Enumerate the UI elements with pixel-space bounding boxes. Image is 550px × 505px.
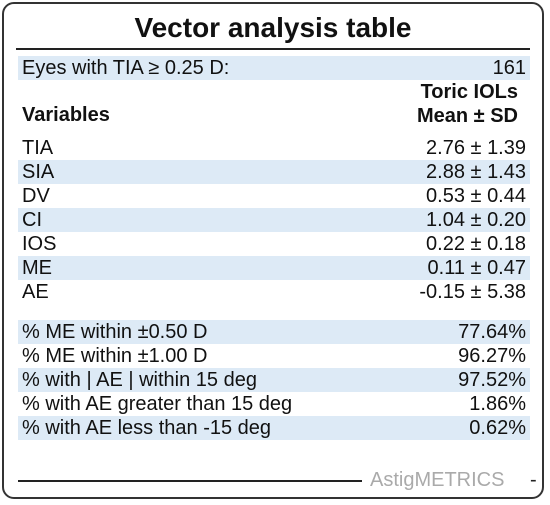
row-value: 2.76 ± 1.39 bbox=[426, 137, 526, 159]
table-row-tia: TIA 2.76 ± 1.39 bbox=[18, 136, 530, 160]
table-row-ae: AE -0.15 ± 5.38 bbox=[18, 280, 530, 304]
row-label: % with | AE | within 15 deg bbox=[22, 369, 257, 391]
row-label: SIA bbox=[22, 161, 55, 183]
brand-dash: - bbox=[530, 469, 537, 491]
row-value: 97.52% bbox=[458, 369, 526, 391]
table-row-ci: CI 1.04 ± 0.20 bbox=[18, 208, 530, 232]
table-title: Vector analysis table bbox=[134, 12, 412, 43]
toric-iols-label: Toric IOLs bbox=[420, 81, 518, 103]
row-value: 1.86% bbox=[469, 393, 526, 415]
variables-header: Variables bbox=[22, 104, 110, 126]
row-value: 0.53 ± 0.44 bbox=[426, 185, 526, 207]
title-divider bbox=[16, 48, 530, 50]
table-row-me-050: % ME within ±0.50 D 77.64% bbox=[18, 320, 530, 344]
row-label: AE bbox=[22, 281, 49, 303]
table-row-sia: SIA 2.88 ± 1.43 bbox=[18, 160, 530, 184]
row-label: % with AE greater than 15 deg bbox=[22, 393, 293, 415]
table-row-ae-less-15: % with AE less than -15 deg 0.62% bbox=[18, 416, 530, 440]
brand-logo: AstigMETRICS bbox=[370, 469, 505, 491]
row-value: 0.62% bbox=[469, 417, 526, 439]
row-value: 0.22 ± 0.18 bbox=[426, 233, 526, 255]
vector-analysis-card: Vector analysis table Eyes with TIA ≥ 0.… bbox=[2, 2, 544, 499]
eyes-row: Eyes with TIA ≥ 0.25 D: 161 bbox=[18, 56, 530, 80]
row-label: ME bbox=[22, 257, 52, 279]
row-label: % ME within ±0.50 D bbox=[22, 321, 208, 343]
footer-divider bbox=[18, 480, 362, 482]
row-label: TIA bbox=[22, 137, 54, 159]
row-value: -0.15 ± 5.38 bbox=[419, 281, 526, 303]
row-label: % with AE less than -15 deg bbox=[22, 417, 272, 439]
row-value: 0.11 ± 0.47 bbox=[427, 257, 526, 279]
row-value: 2.88 ± 1.43 bbox=[426, 161, 526, 183]
row-label: DV bbox=[22, 185, 50, 207]
row-label: % ME within ±1.00 D bbox=[22, 345, 208, 367]
table-row-ae-within-15: % with | AE | within 15 deg 97.52% bbox=[18, 368, 530, 392]
table-row-ios: IOS 0.22 ± 0.18 bbox=[18, 232, 530, 256]
row-value: 96.27% bbox=[458, 345, 526, 367]
row-label: CI bbox=[22, 209, 42, 231]
row-value: 1.04 ± 0.20 bbox=[426, 209, 526, 231]
mean-sd-label: Mean ± SD bbox=[417, 105, 518, 127]
row-value: 77.64% bbox=[458, 321, 526, 343]
table-row-me-100: % ME within ±1.00 D 96.27% bbox=[18, 344, 530, 368]
eyes-value: 161 bbox=[492, 57, 526, 79]
table-row-ae-greater-15: % with AE greater than 15 deg 1.86% bbox=[18, 392, 530, 416]
toric-iols-header: Toric IOLs Mean ± SD bbox=[417, 80, 518, 128]
table-row-dv: DV 0.53 ± 0.44 bbox=[18, 184, 530, 208]
eyes-label: Eyes with TIA ≥ 0.25 D: bbox=[22, 57, 230, 79]
table-row-me: ME 0.11 ± 0.47 bbox=[18, 256, 530, 280]
row-label: IOS bbox=[22, 233, 57, 255]
